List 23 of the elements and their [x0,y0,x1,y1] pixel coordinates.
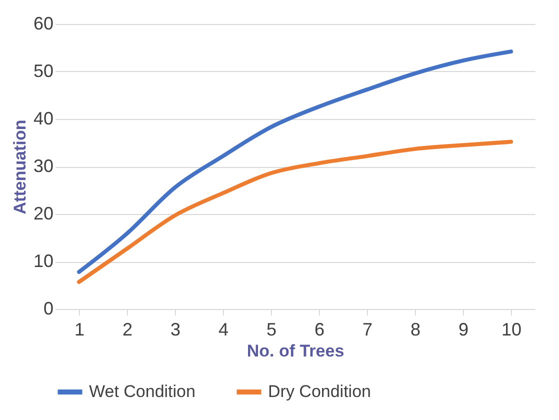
legend-label: Dry Condition [268,382,371,401]
x-tick-label: 3 [170,320,181,340]
y-tick-label: 60 [33,14,54,34]
y-tick-label: 20 [33,204,54,224]
y-tick-label: 10 [33,251,54,271]
y-tick-label: 0 [43,298,54,318]
x-tick-label: 1 [74,320,85,340]
line-series [77,140,513,284]
y-tick-label: 50 [33,61,54,81]
legend-label: Wet Condition [89,382,196,401]
x-tick-label: 6 [314,320,325,340]
line-series [77,50,513,274]
x-tick-label: 5 [266,320,277,340]
x-tick-label: 10 [501,320,522,340]
x-axis-title: No. of Trees [246,342,344,360]
x-tick-label: 2 [122,320,133,340]
y-axis-title: Attenuation [10,120,30,214]
x-tick-label: 7 [362,320,373,340]
y-tick-label: 40 [33,108,54,128]
y-tick-label: 30 [33,156,54,176]
x-tick-label: 4 [218,320,229,340]
x-tick-label: 8 [410,320,421,340]
x-tick-label: 9 [458,320,469,340]
